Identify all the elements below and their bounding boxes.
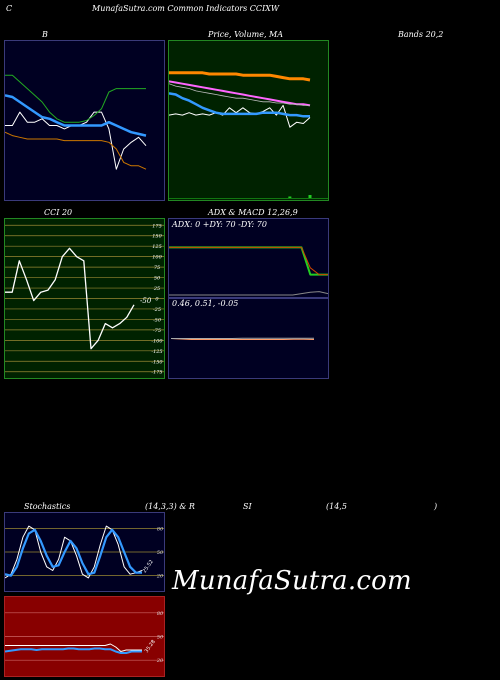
- series-line-ma_mid: [169, 80, 311, 107]
- tick-label--50: -50: [153, 317, 162, 323]
- series-line-cci: [5, 247, 135, 350]
- adx-chart: [168, 218, 329, 298]
- tick-label--75: -75: [153, 328, 161, 334]
- macd-svg: [170, 337, 315, 340]
- series-line-rsi: [5, 647, 142, 654]
- rsi-chart: 80 50 20 35.28: [4, 596, 165, 677]
- series-line-ADX: [169, 291, 328, 296]
- tick-label--25: -25: [153, 307, 161, 313]
- rsi-params-label: (14,5: [326, 502, 347, 511]
- macd-values-label: 0.46, 0.51, -0.05: [172, 299, 239, 308]
- tick-label-100: 100: [152, 255, 162, 261]
- series-line-macd: [170, 338, 315, 340]
- stochastics-annotation: 25.52: [142, 559, 155, 574]
- tick-label-0: 0: [155, 297, 159, 303]
- cci-panel-label: CCI 20: [44, 208, 73, 217]
- adx-panel-label: ADX & MACD 12,26,9: [208, 208, 298, 217]
- series-line-middle: [5, 94, 147, 137]
- macd-chart: [168, 298, 329, 379]
- volume-bar: [288, 196, 292, 198]
- series-line-ma_short: [169, 92, 310, 118]
- tick-label-50: 50: [154, 276, 161, 282]
- price-panel-label: Price, Volume, MA: [208, 30, 284, 39]
- header-left-letter: C: [6, 4, 13, 13]
- tick-label-20: 20: [156, 658, 164, 664]
- series-line-+DY: [169, 246, 328, 276]
- tick-label--100: -100: [151, 338, 163, 344]
- price-svg: [169, 71, 328, 199]
- volume-bar: [308, 195, 312, 198]
- adx-svg: [169, 246, 328, 296]
- bollinger-svg: [5, 74, 147, 170]
- bollinger-chart: [4, 40, 165, 201]
- series-line-upper: [5, 74, 146, 123]
- tick-label-20: 20: [156, 573, 164, 579]
- tick-label--175: -175: [151, 370, 162, 376]
- series-line-lower: [5, 131, 147, 170]
- cci-svg: 1751501251007550250-25-50-75-100-125-150…: [5, 223, 164, 376]
- tick-label-75: 75: [154, 265, 160, 271]
- page-title: MunafaSutra.com Common Indicators CCIXW: [92, 4, 280, 13]
- tick-label-50: 50: [157, 550, 164, 556]
- tick-label--150: -150: [151, 359, 163, 365]
- tick-label-150: 150: [152, 234, 162, 240]
- stochastics-params-label: (14,3,3) & R: [145, 502, 195, 511]
- rsi-svg: 80 50 20 35.28: [5, 611, 164, 664]
- rsi-close-paren: ): [434, 502, 438, 511]
- series-line-%D: [5, 528, 142, 577]
- adx-values-label: ADX: 0 +DY: 70 -DY: 70: [172, 220, 267, 229]
- rsi-annotation: 35.28: [144, 639, 157, 654]
- series-line--DY: [169, 246, 328, 276]
- watermark: MunafaSutra.com: [172, 566, 412, 596]
- series-line-mfi: [5, 643, 142, 652]
- tick-label-80: 80: [157, 527, 164, 533]
- series-line-ma_gray: [169, 83, 310, 106]
- tick-label-80: 80: [157, 611, 164, 617]
- cci-chart: 175 150 125 100 75 50 25 0 -25 -50 -75 -100 -125 -150…: [4, 218, 165, 379]
- tick-label-125: 125: [152, 244, 162, 250]
- cci-current-value: -50: [140, 297, 152, 305]
- series-line-ma_long: [169, 71, 311, 82]
- price-chart: [168, 40, 329, 201]
- si-label: SI: [243, 502, 252, 511]
- tick-label--125: -125: [151, 349, 162, 355]
- tick-label-175: 175: [152, 223, 162, 229]
- bollinger-panel-label: B: [42, 30, 48, 39]
- stochastics-chart: 80 50 20 25.52: [4, 512, 165, 592]
- tick-label-25: 25: [153, 286, 160, 292]
- stochastics-label: Stochastics: [24, 502, 71, 511]
- bands-label: Bands 20,2: [398, 30, 444, 39]
- tick-label-50: 50: [157, 635, 164, 641]
- series-line-close: [169, 104, 311, 128]
- series-line-%K: [5, 525, 143, 579]
